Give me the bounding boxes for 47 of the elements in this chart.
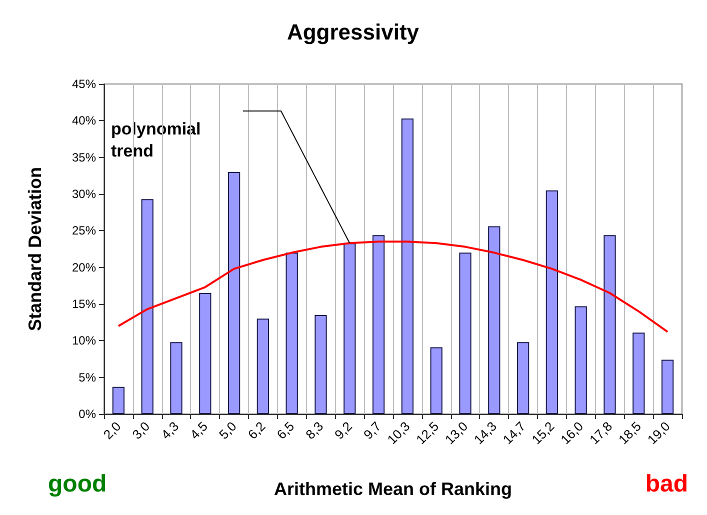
x-axis-title: Arithmetic Mean of Ranking — [274, 479, 512, 499]
bar — [488, 226, 500, 414]
y-tick-label: 45% — [72, 77, 96, 91]
bar — [546, 190, 558, 414]
x-tick-label: 4,5 — [187, 418, 210, 442]
bar — [199, 293, 212, 414]
bar — [286, 252, 298, 414]
bar — [604, 235, 616, 414]
text: bad — [645, 470, 688, 498]
y-tick-label: 30% — [72, 187, 96, 201]
bar — [516, 342, 530, 414]
x-tick-label: 5,0 — [216, 418, 240, 442]
bar — [632, 332, 645, 414]
x-tick-label: 9,7 — [360, 418, 384, 442]
text: good — [48, 470, 107, 498]
x-tick-label: 6,2 — [244, 418, 268, 442]
y-tick-label: 0% — [78, 407, 96, 421]
bar — [574, 306, 587, 414]
y-tick-label: 40% — [72, 114, 96, 128]
bar — [344, 243, 356, 414]
bar — [170, 342, 182, 414]
y-axis-title: Standard Deviation — [25, 166, 45, 332]
line-series — [117, 240, 669, 333]
bar — [228, 172, 240, 414]
y-tick-label: 20% — [72, 260, 96, 274]
x-tick-label: 2,0 — [100, 418, 124, 442]
bar — [256, 318, 270, 414]
y-tick-label: 15% — [72, 297, 96, 311]
y-tick-label: 35% — [72, 150, 96, 164]
bar — [459, 252, 472, 414]
bar — [314, 315, 327, 414]
x-tick-label: 8,3 — [302, 418, 326, 442]
x-tick-label: 9,2 — [332, 418, 355, 442]
bar — [141, 199, 154, 414]
bar — [112, 386, 125, 414]
y-tick-label: 10% — [72, 334, 96, 348]
x-tick-label: 3,0 — [129, 418, 153, 442]
x-tick-label: 4,3 — [158, 418, 182, 442]
chart-title: Aggressivity — [286, 20, 420, 44]
bar — [430, 347, 442, 414]
bar — [372, 235, 385, 414]
annotation: polynomial trend — [111, 120, 201, 160]
bar — [401, 118, 414, 414]
y-tick-label: 25% — [72, 224, 96, 238]
y-tick-label: 5% — [78, 370, 96, 384]
x-tick-label: 6,5 — [274, 418, 298, 442]
bar — [661, 360, 674, 414]
